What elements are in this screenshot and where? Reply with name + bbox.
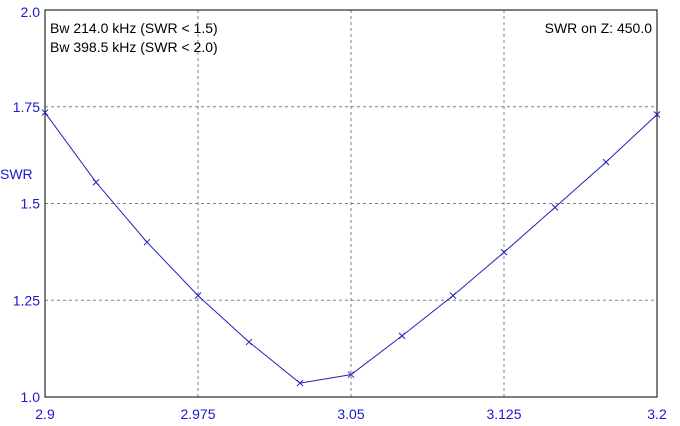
- y-tick-labels: 1.0 1.25 1.5 1.75 2.0: [13, 4, 40, 405]
- data-point-marker: [143, 238, 151, 246]
- x-tick-label: 3.2: [647, 406, 667, 422]
- data-point-marker: [398, 332, 406, 340]
- x-tick-labels: 2.9 2.975 3.05 3.125 3.2: [35, 406, 667, 422]
- data-point-marker: [194, 292, 202, 299]
- x-tick-label: 2.975: [180, 406, 215, 422]
- y-tick-label: 1.0: [21, 389, 41, 405]
- data-point-marker: [245, 338, 253, 346]
- y-tick-label: 1.5: [21, 196, 41, 212]
- data-point-marker: [347, 371, 355, 378]
- y-tick-label: 1.25: [13, 292, 40, 308]
- x-tick-label: 3.125: [486, 406, 521, 422]
- bandwidth-annotation-2: Bw 398.5 kHz (SWR < 2.0): [50, 39, 218, 55]
- data-point-marker: [653, 111, 661, 118]
- y-axis-label: SWR: [0, 166, 33, 182]
- grid-lines: [45, 10, 657, 397]
- data-point-marker: [92, 178, 100, 186]
- bandwidth-annotation-1: Bw 214.0 kHz (SWR < 1.5): [50, 20, 218, 36]
- data-point-marker: [449, 292, 457, 299]
- data-point-marker: [551, 204, 559, 211]
- swr-point-markers: [41, 109, 661, 387]
- data-point-marker: [41, 109, 49, 116]
- data-point-marker: [602, 158, 610, 166]
- data-point-marker: [296, 379, 304, 387]
- x-tick-label: 3.05: [337, 406, 364, 422]
- x-tick-label: 2.9: [35, 406, 55, 422]
- y-tick-label: 2.0: [21, 4, 41, 20]
- impedance-annotation: SWR on Z: 450.0: [545, 20, 653, 36]
- data-point-marker: [500, 248, 508, 256]
- plot-frame: [44, 9, 658, 398]
- y-tick-label: 1.75: [13, 99, 40, 115]
